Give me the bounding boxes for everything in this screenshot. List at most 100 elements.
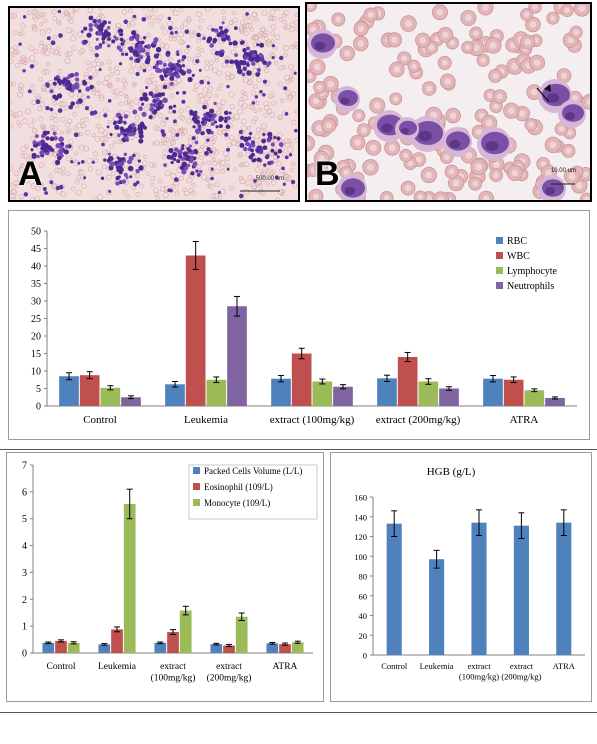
bar [333, 386, 353, 406]
legend-label: Lymphocyte [507, 266, 558, 277]
x-tick-label: Control [46, 662, 75, 672]
y-tick-label: 3 [22, 568, 27, 579]
x-tick-label: extract (200mg/kg) [207, 662, 252, 684]
micrograph-b-cells [307, 4, 590, 200]
legend-swatch [193, 499, 200, 506]
legend-swatch [496, 267, 503, 274]
legend-label: WBC [507, 251, 530, 262]
bar [55, 640, 67, 653]
y-tick-label: 10 [31, 367, 41, 378]
x-tick-label: extract (100mg/kg) [270, 414, 355, 426]
x-tick-label: ATRA [510, 414, 539, 426]
legend-label: Packed Cells Volume (L/L) [204, 466, 302, 476]
chart-blood-cells: 0 5 10 15 20 25 30 35 40 45 50 Control Leukemia extra… [8, 210, 590, 440]
legend-swatch [496, 237, 503, 244]
bar [545, 397, 565, 406]
y-tick-label: 4 [22, 541, 27, 552]
micrograph-b: 10.00 um B [305, 2, 592, 202]
chart-pcv-eosinophil-monocyte-plot: 0 1 2 3 4 5 6 7 Control Leukemia extract (100mg/kg)… [22, 461, 318, 684]
y-tick-label: 2 [22, 595, 27, 606]
legend-label: Monocyte (109/L) [204, 498, 270, 508]
bar [418, 381, 439, 406]
y-tick-label: 1 [22, 622, 27, 633]
x-tick-label: ATRA [273, 662, 298, 672]
bar [206, 379, 227, 406]
bar [524, 390, 545, 406]
x-tick-label: extract (100mg/kg) [151, 662, 196, 684]
bar [291, 353, 312, 406]
panel-label-b: B [315, 155, 340, 193]
bar [123, 503, 136, 653]
y-tick-label: 120 [354, 532, 367, 542]
scale-bar-label-b: 10.00 um [550, 168, 576, 174]
bar [429, 559, 445, 655]
y-tick-label: 20 [359, 631, 368, 641]
bar [227, 306, 247, 406]
bar [291, 642, 304, 653]
bar [439, 388, 459, 406]
x-tick-label: Leukemia [98, 662, 137, 672]
y-tick-label: 140 [354, 512, 367, 522]
micrograph-a-image [10, 8, 298, 200]
bar [556, 522, 572, 655]
micrograph-a-cells [10, 8, 298, 200]
bar [98, 644, 111, 653]
y-tick-label: 0 [363, 651, 367, 661]
y-tick-label: 7 [22, 461, 27, 472]
bar [503, 379, 524, 406]
x-tick-label: extract (200mg/kg) [501, 661, 541, 682]
bar [471, 522, 487, 655]
bar [167, 632, 179, 653]
bar [179, 610, 192, 653]
micrograph-b-image [307, 4, 590, 200]
micrograph-a: 500.00 um A [8, 6, 300, 202]
y-tick-label: 20 [31, 332, 41, 343]
bar [111, 629, 123, 653]
y-tick-label: 60 [359, 591, 368, 601]
y-tick-label: 80 [359, 572, 368, 582]
panel-label-a: A [18, 155, 43, 193]
chart-pcv-eosinophil-monocyte: 0 1 2 3 4 5 6 7 Control Leukemia extract (100mg/kg)… [6, 452, 324, 702]
chart-title: HGB (g/L) [427, 466, 476, 478]
bottom-divider-line [0, 712, 597, 713]
bar [312, 381, 333, 406]
bar [386, 523, 402, 655]
bar [397, 357, 418, 406]
y-tick-label: 15 [31, 349, 41, 360]
x-tick-label: Control [83, 414, 117, 426]
bar [67, 642, 80, 653]
legend-swatch [193, 467, 200, 474]
bar [165, 384, 185, 406]
bar [121, 397, 141, 406]
micrograph-b-arrowhead [544, 84, 551, 92]
x-tick-label: Leukemia [184, 414, 228, 426]
chart-hgb: HGB (g/L) 0 20 40 60 80 100 120 140 160 Control Leu… [330, 452, 592, 702]
y-tick-label: 45 [31, 244, 41, 255]
legend-swatch [496, 282, 503, 289]
legend-label: Eosinophil (109/L) [204, 482, 273, 492]
x-tick-label: Leukemia [420, 661, 454, 671]
x-tick-label: Control [381, 661, 408, 671]
y-tick-label: 30 [31, 297, 41, 308]
bar [266, 643, 279, 653]
bar [235, 616, 248, 653]
legend-swatch [193, 483, 200, 490]
bar [185, 255, 206, 406]
bar [42, 642, 55, 653]
bar [154, 642, 167, 653]
chart-hgb-plot: HGB (g/L) 0 20 40 60 80 100 120 140 160 Control Leu… [354, 466, 585, 682]
y-tick-label: 160 [354, 493, 367, 503]
y-tick-label: 6 [22, 487, 27, 498]
y-tick-label: 50 [31, 227, 41, 238]
bar [483, 378, 503, 406]
y-tick-label: 40 [359, 611, 368, 621]
y-tick-label: 0 [22, 649, 27, 660]
bar [59, 376, 79, 406]
legend-label: Neutrophils [507, 281, 554, 292]
x-tick-label: extract (100mg/kg) [459, 661, 499, 682]
y-tick-label: 5 [22, 514, 27, 525]
y-tick-label: 100 [354, 552, 367, 562]
bar [513, 525, 529, 655]
y-tick-label: 5 [36, 384, 41, 395]
y-tick-label: 40 [31, 262, 41, 273]
